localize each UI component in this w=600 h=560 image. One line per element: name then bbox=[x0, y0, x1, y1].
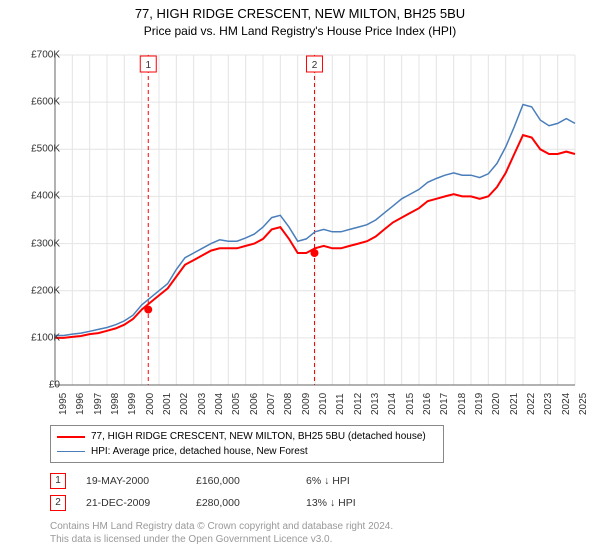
arrow-down-icon bbox=[324, 475, 329, 487]
transactions-table: 1 19-MAY-2000 £160,000 6% HPI 2 21-DEC-2… bbox=[50, 470, 376, 514]
x-tick-label: 2021 bbox=[509, 393, 520, 415]
y-tick-label: £700K bbox=[31, 50, 60, 61]
footer-line1: Contains HM Land Registry data © Crown c… bbox=[50, 520, 393, 533]
x-tick-label: 2004 bbox=[214, 393, 225, 415]
x-tick-label: 2002 bbox=[179, 393, 190, 415]
chart-svg: 12 bbox=[50, 50, 585, 390]
y-tick-label: £400K bbox=[31, 191, 60, 202]
x-tick-label: 1996 bbox=[75, 393, 86, 415]
x-tick-label: 2017 bbox=[439, 393, 450, 415]
table-row: 2 21-DEC-2009 £280,000 13% HPI bbox=[50, 492, 376, 514]
x-tick-label: 2009 bbox=[301, 393, 312, 415]
chart-subtitle: Price paid vs. HM Land Registry's House … bbox=[0, 24, 600, 40]
trans-date: 19-MAY-2000 bbox=[86, 475, 196, 487]
trans-price: £280,000 bbox=[196, 497, 306, 509]
x-tick-label: 2018 bbox=[457, 393, 468, 415]
trans-diff: 13% HPI bbox=[306, 497, 376, 509]
x-tick-label: 1995 bbox=[58, 393, 69, 415]
x-tick-label: 2025 bbox=[578, 393, 589, 415]
marker-ref-1: 1 bbox=[50, 473, 66, 489]
arrow-down-icon bbox=[330, 497, 335, 509]
y-tick-label: £100K bbox=[31, 332, 60, 343]
trans-date: 21-DEC-2009 bbox=[86, 497, 196, 509]
footer-attribution: Contains HM Land Registry data © Crown c… bbox=[50, 520, 393, 546]
footer-line2: This data is licensed under the Open Gov… bbox=[50, 533, 393, 546]
y-tick-label: £600K bbox=[31, 97, 60, 108]
y-tick-label: £300K bbox=[31, 238, 60, 249]
x-tick-label: 2015 bbox=[405, 393, 416, 415]
chart-container: 77, HIGH RIDGE CRESCENT, NEW MILTON, BH2… bbox=[0, 0, 600, 560]
x-tick-label: 2014 bbox=[387, 393, 398, 415]
legend-row-hpi: HPI: Average price, detached house, New … bbox=[57, 444, 437, 459]
x-tick-label: 2000 bbox=[145, 393, 156, 415]
trans-price: £160,000 bbox=[196, 475, 306, 487]
x-tick-label: 2012 bbox=[353, 393, 364, 415]
x-tick-label: 2011 bbox=[335, 393, 346, 415]
marker-ref-2: 2 bbox=[50, 495, 66, 511]
x-tick-label: 2022 bbox=[526, 393, 537, 415]
chart-title: 77, HIGH RIDGE CRESCENT, NEW MILTON, BH2… bbox=[0, 6, 600, 22]
title-block: 77, HIGH RIDGE CRESCENT, NEW MILTON, BH2… bbox=[0, 0, 600, 39]
legend-label-price: 77, HIGH RIDGE CRESCENT, NEW MILTON, BH2… bbox=[91, 431, 426, 442]
x-tick-label: 2003 bbox=[197, 393, 208, 415]
legend-swatch-hpi bbox=[57, 451, 85, 453]
legend-row-price: 77, HIGH RIDGE CRESCENT, NEW MILTON, BH2… bbox=[57, 429, 437, 444]
legend-swatch-price bbox=[57, 436, 85, 438]
y-tick-label: £500K bbox=[31, 144, 60, 155]
x-tick-label: 2006 bbox=[249, 393, 260, 415]
y-tick-label: £0 bbox=[49, 380, 60, 391]
x-tick-label: 2016 bbox=[422, 393, 433, 415]
svg-text:2: 2 bbox=[312, 60, 318, 71]
legend-label-hpi: HPI: Average price, detached house, New … bbox=[91, 446, 308, 457]
x-tick-label: 2013 bbox=[370, 393, 381, 415]
x-tick-label: 2024 bbox=[561, 393, 572, 415]
x-tick-label: 1999 bbox=[127, 393, 138, 415]
x-tick-label: 2001 bbox=[162, 393, 173, 415]
x-tick-label: 2023 bbox=[543, 393, 554, 415]
y-tick-label: £200K bbox=[31, 285, 60, 296]
chart-plot-area: 12 bbox=[50, 50, 585, 390]
x-tick-label: 2019 bbox=[474, 393, 485, 415]
legend-box: 77, HIGH RIDGE CRESCENT, NEW MILTON, BH2… bbox=[50, 425, 444, 463]
x-tick-label: 2005 bbox=[231, 393, 242, 415]
x-tick-label: 2007 bbox=[266, 393, 277, 415]
x-tick-label: 2008 bbox=[283, 393, 294, 415]
trans-diff: 6% HPI bbox=[306, 475, 376, 487]
x-tick-label: 2010 bbox=[318, 393, 329, 415]
svg-text:1: 1 bbox=[145, 60, 151, 71]
table-row: 1 19-MAY-2000 £160,000 6% HPI bbox=[50, 470, 376, 492]
x-tick-label: 1998 bbox=[110, 393, 121, 415]
x-tick-label: 1997 bbox=[93, 393, 104, 415]
x-tick-label: 2020 bbox=[491, 393, 502, 415]
